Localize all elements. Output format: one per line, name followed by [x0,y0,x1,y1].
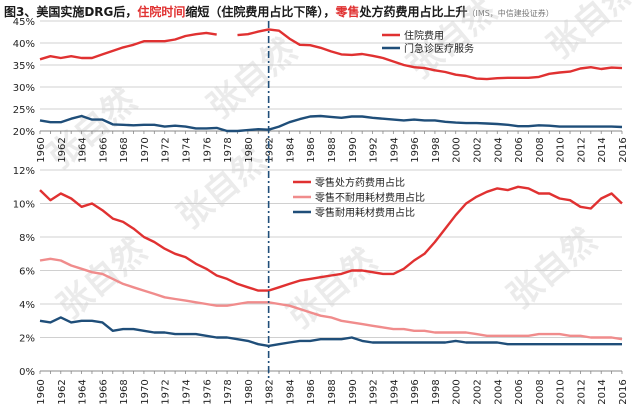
x-tick-label: 1984 [285,137,296,162]
y-tick-label: 8% [19,233,35,244]
panel-top: 20% 25% 30% 35% 40% 45% 1960 1962 1964 1966 1968 19… [13,17,629,163]
x-tick-label: 1962 [57,379,68,404]
x-tick-label: 1998 [431,137,442,162]
title-prefix: 图3、美国实施DRG后， [4,5,138,19]
x-tick-label: 1970 [140,137,151,162]
y-tick-label: 30% [13,83,35,94]
watermark-text: 张自然 [540,0,634,67]
x-tick-label: 1964 [78,379,89,404]
series-line [39,185,623,292]
x-tick-label: 1982 [265,379,276,404]
x-tick-label: 2006 [514,137,525,162]
x-tick-label: 1964 [78,137,89,162]
x-tick-label: 1990 [348,379,359,404]
x-tick-label: 1966 [98,137,109,162]
x-tick-label: 2004 [493,379,504,404]
watermark-text: 张自然 [50,231,154,327]
y-tick-label: 6% [19,267,35,278]
legend-label: 零售处方药费用占比 [315,176,405,189]
x-tick-label: 1978 [223,379,234,404]
x-tick-label: 1976 [202,137,213,162]
x-tick-label: 1970 [140,379,151,404]
x-tick-label: 1998 [431,379,442,404]
x-tick-label: 1974 [182,137,193,162]
legend-label: 门急诊医疗服务 [404,42,474,55]
x-tick-label: 2004 [493,137,504,162]
legend-label: 零售不耐用耗材费用占比 [315,191,425,204]
series-line [39,114,623,133]
x-tick-label: 2012 [576,137,587,162]
series-line [39,316,622,348]
series-line [39,28,623,81]
y-tick-label: 35% [13,61,35,72]
x-tick-label: 2012 [576,379,587,404]
x-tick-label: 1982 [265,137,276,162]
title-source: （IMS，中信建投证券） [467,9,554,18]
x-tick-label: 1962 [57,137,68,162]
y-tick-label: 0% [19,367,35,378]
x-tick-label: 2006 [514,379,525,404]
title-highlight-inpatient: 住院时间 [137,5,186,19]
x-tick-label: 1992 [369,379,380,404]
x-tick-label: 1986 [306,379,317,404]
x-tick-label: 2016 [618,379,629,404]
watermark-text: 张自然 [500,221,604,317]
x-tick-label: 2000 [452,137,463,162]
x-tick-label: 1994 [389,137,400,162]
legend-label: 住院费用 [404,29,444,42]
y-tick-label: 40% [13,39,35,50]
x-tick-label: 2002 [473,137,484,162]
x-tick-label: 1990 [348,137,359,162]
x-tick-label: 2010 [556,379,567,404]
x-tick-label: 1980 [244,137,255,162]
y-tick-label: 12% [13,166,35,177]
y-tick-label: 45% [13,17,35,28]
x-tick-label: 1960 [36,137,47,162]
panel-bottom: 0% 2% 4% 6% 8% 10% 12% 1960 1962 1964 1966 1968 1970… [13,166,629,405]
x-tick-label: 1974 [182,379,193,404]
y-tick-label: 20% [13,127,35,138]
series-line [39,257,623,341]
x-tick-label: 1996 [410,137,421,162]
y-tick-label: 4% [19,300,35,311]
title-middle: 缩短（住院费用占比下降）， [185,5,336,19]
x-tick-label: 2008 [535,379,546,404]
y-tick-label: 25% [13,105,35,116]
x-tick-label: 1984 [285,379,296,404]
x-tick-label: 1968 [119,379,130,404]
x-tick-label: 1972 [161,137,172,162]
x-tick-label: 1978 [223,137,234,162]
x-tick-label: 2002 [473,379,484,404]
x-tick-label: 2016 [618,137,629,162]
x-tick-label: 1994 [389,379,400,404]
x-tick-label: 2014 [597,137,608,162]
title-end: 处方药费用占比上升 [359,5,468,19]
x-tick-label: 1988 [327,137,338,162]
y-tick-label: 10% [13,200,35,211]
chart-title: 图3、美国实施DRG后，住院时间缩短（住院费用占比下降），零售处方药费用占比上升… [4,3,630,21]
x-tick-label: 1966 [98,379,109,404]
watermark-text: 张自然 [200,31,304,127]
x-tick-label: 1976 [202,379,213,404]
title-highlight-retail: 零售 [335,5,360,19]
x-tick-label: 1980 [244,379,255,404]
x-tick-label: 1986 [306,137,317,162]
x-tick-label: 2014 [597,379,608,404]
x-tick-label: 1972 [161,379,172,404]
x-tick-label: 1992 [369,137,380,162]
x-tick-label: 2000 [452,379,463,404]
x-tick-label: 1968 [119,137,130,162]
y-tick-label: 2% [19,334,35,345]
x-tick-label: 2010 [556,137,567,162]
x-tick-label: 1996 [410,379,421,404]
x-tick-label: 1988 [327,379,338,404]
watermark-text: 张自然 [280,241,384,337]
x-tick-label: 2008 [535,137,546,162]
x-tick-label: 1960 [36,379,47,404]
legend-label: 零售耐用耗材费用占比 [315,206,415,219]
